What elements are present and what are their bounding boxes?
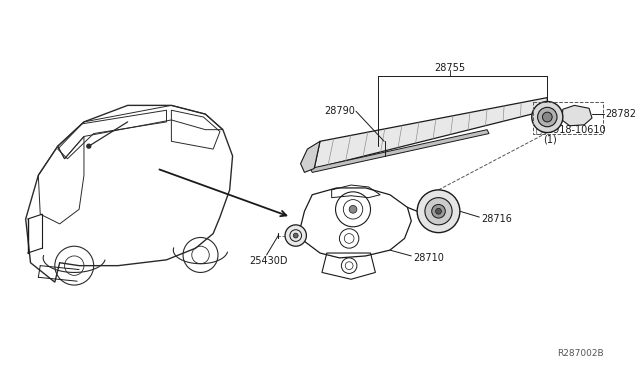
- Text: 28755: 28755: [435, 64, 466, 73]
- Text: (1): (1): [543, 134, 557, 144]
- Circle shape: [285, 225, 307, 246]
- Circle shape: [538, 107, 557, 127]
- Text: 28790: 28790: [324, 106, 355, 116]
- Polygon shape: [310, 130, 489, 172]
- Circle shape: [425, 198, 452, 225]
- Text: 25430D: 25430D: [249, 256, 287, 266]
- Bar: [532, 102, 603, 134]
- Circle shape: [417, 190, 460, 232]
- Polygon shape: [301, 141, 320, 172]
- Polygon shape: [314, 97, 547, 169]
- Circle shape: [87, 144, 91, 148]
- Polygon shape: [562, 105, 592, 126]
- Text: 28782: 28782: [605, 109, 637, 119]
- Text: 28716: 28716: [481, 214, 512, 224]
- Circle shape: [432, 205, 445, 218]
- Circle shape: [436, 208, 442, 214]
- Circle shape: [349, 205, 357, 213]
- Text: 28710: 28710: [413, 253, 444, 263]
- Text: R287002B: R287002B: [557, 349, 604, 357]
- Circle shape: [293, 233, 298, 238]
- Circle shape: [543, 112, 552, 122]
- Text: ⓝ08918-10610: ⓝ08918-10610: [536, 124, 606, 134]
- Circle shape: [532, 102, 563, 132]
